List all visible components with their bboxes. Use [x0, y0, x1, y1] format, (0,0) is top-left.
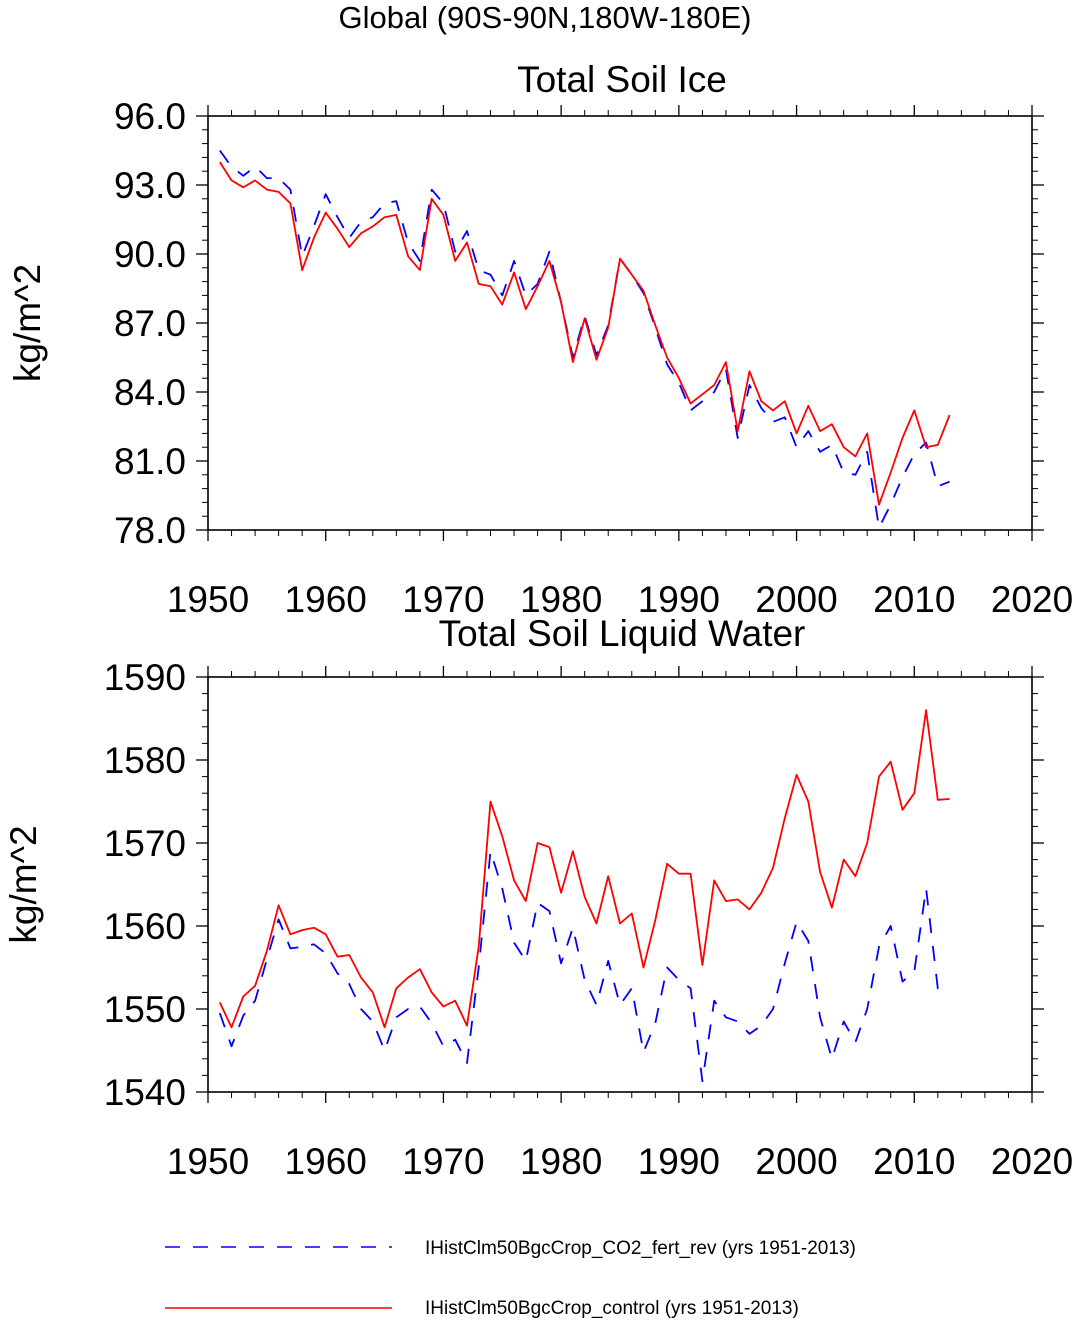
x-tick-label: 1990: [638, 1141, 720, 1182]
series-line-ihistclm50bgccrop-co2-fert-rev-yrs-1951-2013: [218, 850, 950, 1083]
legend-entry-co2-fert-rev: IHistClm50BgcCrop_CO2_fert_rev (yrs 1951…: [165, 1238, 856, 1259]
chart-title: Total Soil Liquid Water: [439, 613, 806, 654]
y-tick-label: 90.0: [114, 234, 186, 275]
x-tick-label: 2000: [755, 1141, 837, 1182]
x-tick-label: 1980: [520, 1141, 602, 1182]
y-tick-label: 1540: [104, 1072, 186, 1113]
y-tick-label: 81.0: [114, 441, 186, 482]
y-tick-label: 84.0: [114, 372, 186, 413]
x-tick-label: 1990: [638, 579, 720, 620]
y-tick-label: 1580: [104, 740, 186, 781]
plot-frame: [207, 676, 1033, 1093]
soil-ice-panel: Total Soil Ice kg/m^2 1950 1960 1970 1980 1990…: [7, 59, 1073, 620]
x-tick-label: 1960: [285, 579, 367, 620]
x-tick-label: 2010: [873, 1141, 955, 1182]
y-tick-label: 1570: [104, 823, 186, 864]
x-tick-label: 1950: [167, 1141, 249, 1182]
y-tick-label: 1560: [104, 906, 186, 947]
series-line-ihistclm50bgccrop-control-yrs-1951-2013: [219, 161, 951, 506]
y-tick-label: 1590: [104, 657, 186, 698]
series-line-ihistclm50bgccrop-co2-fert-rev-yrs-1951-2013: [219, 149, 950, 529]
x-tick-label: 2000: [755, 579, 837, 620]
x-tick-label: 2010: [873, 579, 955, 620]
x-tick-label: 1960: [285, 1141, 367, 1182]
y-tick-label: 93.0: [114, 165, 186, 206]
y-axis-label: kg/m^2: [3, 825, 44, 943]
y-tick-label: 78.0: [114, 510, 186, 551]
axis-ticks: [196, 105, 1044, 541]
series-line-ihistclm50bgccrop-control-yrs-1951-2013: [218, 709, 950, 1029]
x-tick-label: 1970: [402, 1141, 484, 1182]
legend: IHistClm50BgcCrop_CO2_fert_rev (yrs 1951…: [165, 1238, 856, 1319]
x-tick-label: 2020: [991, 579, 1073, 620]
soil-liquid-water-panel: Total Soil Liquid Water kg/m^2 1950 1960 197…: [3, 613, 1073, 1182]
y-tick-label: 87.0: [114, 303, 186, 344]
x-tick-label: 1980: [520, 579, 602, 620]
y-axis-label: kg/m^2: [7, 264, 48, 382]
legend-label-control: IHistClm50BgcCrop_control (yrs 1951-2013…: [425, 1298, 799, 1319]
plot-frame: [207, 115, 1033, 531]
legend-label-co2-fert-rev: IHistClm50BgcCrop_CO2_fert_rev (yrs 1951…: [425, 1238, 856, 1259]
chart-title: Total Soil Ice: [517, 59, 727, 100]
y-tick-label: 96.0: [114, 96, 186, 137]
x-tick-label: 1970: [402, 579, 484, 620]
axis-ticks: [196, 666, 1044, 1103]
legend-entry-control: IHistClm50BgcCrop_control (yrs 1951-2013…: [165, 1298, 799, 1319]
x-tick-label: 1950: [167, 579, 249, 620]
figure-suptitle: Global (90S-90N,180W-180E): [339, 0, 752, 35]
x-tick-label: 2020: [991, 1141, 1073, 1182]
y-tick-label: 1550: [104, 989, 186, 1030]
